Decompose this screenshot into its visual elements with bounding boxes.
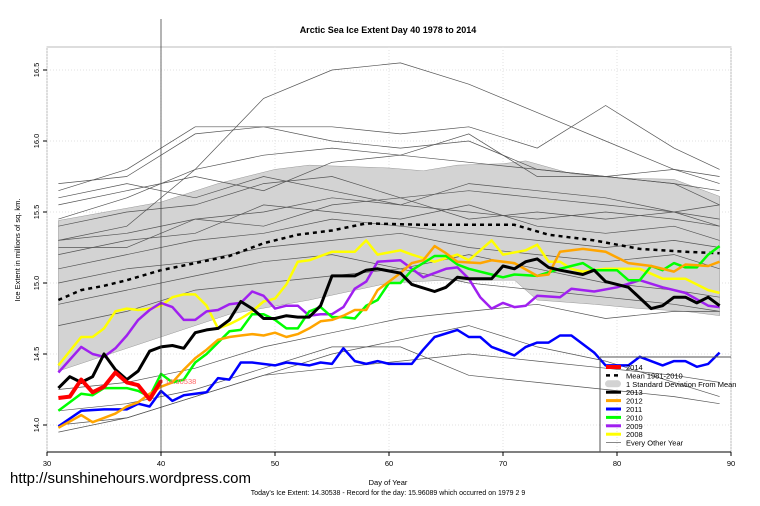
y-tick-label: 14.0 bbox=[32, 418, 41, 433]
today-value-label: 14.30538 bbox=[165, 377, 196, 386]
other-year-line bbox=[58, 232, 720, 284]
y-tick-label: 16.5 bbox=[32, 63, 41, 78]
x-tick-label: 50 bbox=[271, 459, 279, 468]
other-year-line bbox=[58, 197, 720, 248]
series-line-2012 bbox=[57, 244, 721, 429]
series-line-2011 bbox=[57, 328, 721, 428]
other-year-line bbox=[58, 204, 720, 255]
x-tick-label: 80 bbox=[613, 459, 621, 468]
other-years-lines bbox=[58, 62, 720, 433]
y-tick-label: 15.0 bbox=[32, 276, 41, 291]
x-tick-label: 30 bbox=[43, 459, 51, 468]
legend-label: 2014 bbox=[626, 363, 643, 372]
x-tick-label: 70 bbox=[499, 459, 507, 468]
chart-title: Arctic Sea Ice Extent Day 40 1978 to 201… bbox=[300, 25, 477, 35]
other-year-line bbox=[58, 303, 720, 390]
other-year-line bbox=[58, 176, 720, 227]
other-year-line bbox=[58, 126, 720, 192]
legend-swatch bbox=[605, 380, 621, 388]
other-year-line bbox=[58, 346, 720, 412]
legend-label: 2013 bbox=[626, 388, 643, 397]
series-line-2010 bbox=[57, 245, 721, 412]
legend-label: 1 Standard Deviation From Mean bbox=[626, 380, 736, 389]
y-tick-label: 15.5 bbox=[32, 205, 41, 220]
other-year-line bbox=[58, 62, 720, 241]
sd-band bbox=[58, 160, 720, 372]
legend-label: 2008 bbox=[626, 430, 643, 439]
other-year-line bbox=[58, 105, 720, 184]
x-tick-label: 90 bbox=[727, 459, 735, 468]
x-tick-label: 60 bbox=[385, 459, 393, 468]
legend-label: Mean 1981-2010 bbox=[626, 371, 683, 380]
series-line-2013 bbox=[57, 257, 721, 390]
legend-label: Every Other Year bbox=[626, 439, 684, 448]
legend-label: 2011 bbox=[626, 405, 642, 414]
legend-label: 2009 bbox=[626, 422, 643, 431]
other-year-line bbox=[58, 218, 720, 270]
legend-label: 2012 bbox=[626, 397, 643, 406]
mean-line bbox=[57, 222, 720, 302]
series-line-2014 bbox=[58, 370, 163, 402]
sd-band-area bbox=[58, 160, 720, 372]
x-tick-label: 40 bbox=[157, 459, 165, 468]
mean-line-group bbox=[57, 222, 720, 302]
other-year-line bbox=[58, 353, 720, 433]
y-axis-label: Ice Extent in millions of sq. km. bbox=[13, 199, 22, 302]
axes: 30 40 50 60 70 80 90 14.0 14.5 15.0 15.5 16.0 16.5 bbox=[32, 63, 735, 468]
other-year-line bbox=[58, 154, 720, 206]
chart-subtitle: Today's Ice Extent: 14.30538 - Record fo… bbox=[251, 490, 526, 497]
x-axis-label: Day of Year bbox=[369, 478, 408, 487]
watermark-url: http://sunshinehours.wordpress.com bbox=[10, 470, 251, 487]
y-tick-label: 14.5 bbox=[32, 347, 41, 362]
legend-label: 2010 bbox=[626, 413, 643, 422]
y-tick-label: 16.0 bbox=[32, 134, 41, 149]
